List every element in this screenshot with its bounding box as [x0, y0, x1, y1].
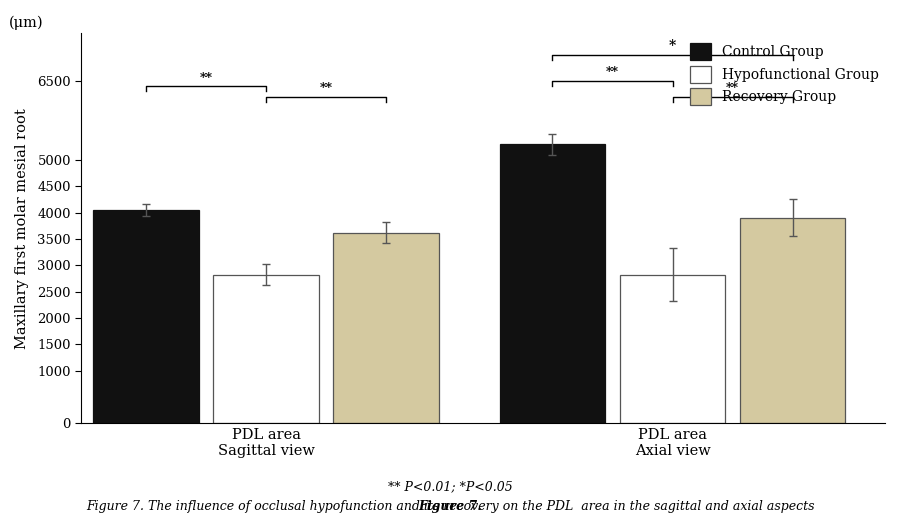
- Bar: [213, 275, 319, 423]
- Text: **: **: [606, 66, 619, 79]
- Bar: [500, 144, 606, 423]
- Text: Figure 7.: Figure 7.: [418, 500, 482, 513]
- Y-axis label: Maxillary first molar mesial root: Maxillary first molar mesial root: [15, 108, 29, 349]
- Text: Figure 7. The influence of occlusal hypofunction and its recovery on the PDL  ar: Figure 7. The influence of occlusal hypo…: [86, 500, 814, 513]
- Legend: Control Group, Hypofunctional Group, Recovery Group: Control Group, Hypofunctional Group, Rec…: [683, 36, 886, 113]
- Text: ** P<0.01; *P<0.05: ** P<0.01; *P<0.05: [388, 480, 512, 493]
- Text: *: *: [669, 39, 676, 53]
- Text: **: **: [320, 82, 333, 95]
- Bar: [94, 210, 199, 423]
- Text: **: **: [200, 72, 212, 85]
- Bar: [740, 218, 845, 423]
- Text: (μm): (μm): [9, 15, 44, 29]
- Bar: [620, 275, 725, 423]
- Text: **: **: [726, 82, 739, 95]
- Bar: [333, 232, 439, 423]
